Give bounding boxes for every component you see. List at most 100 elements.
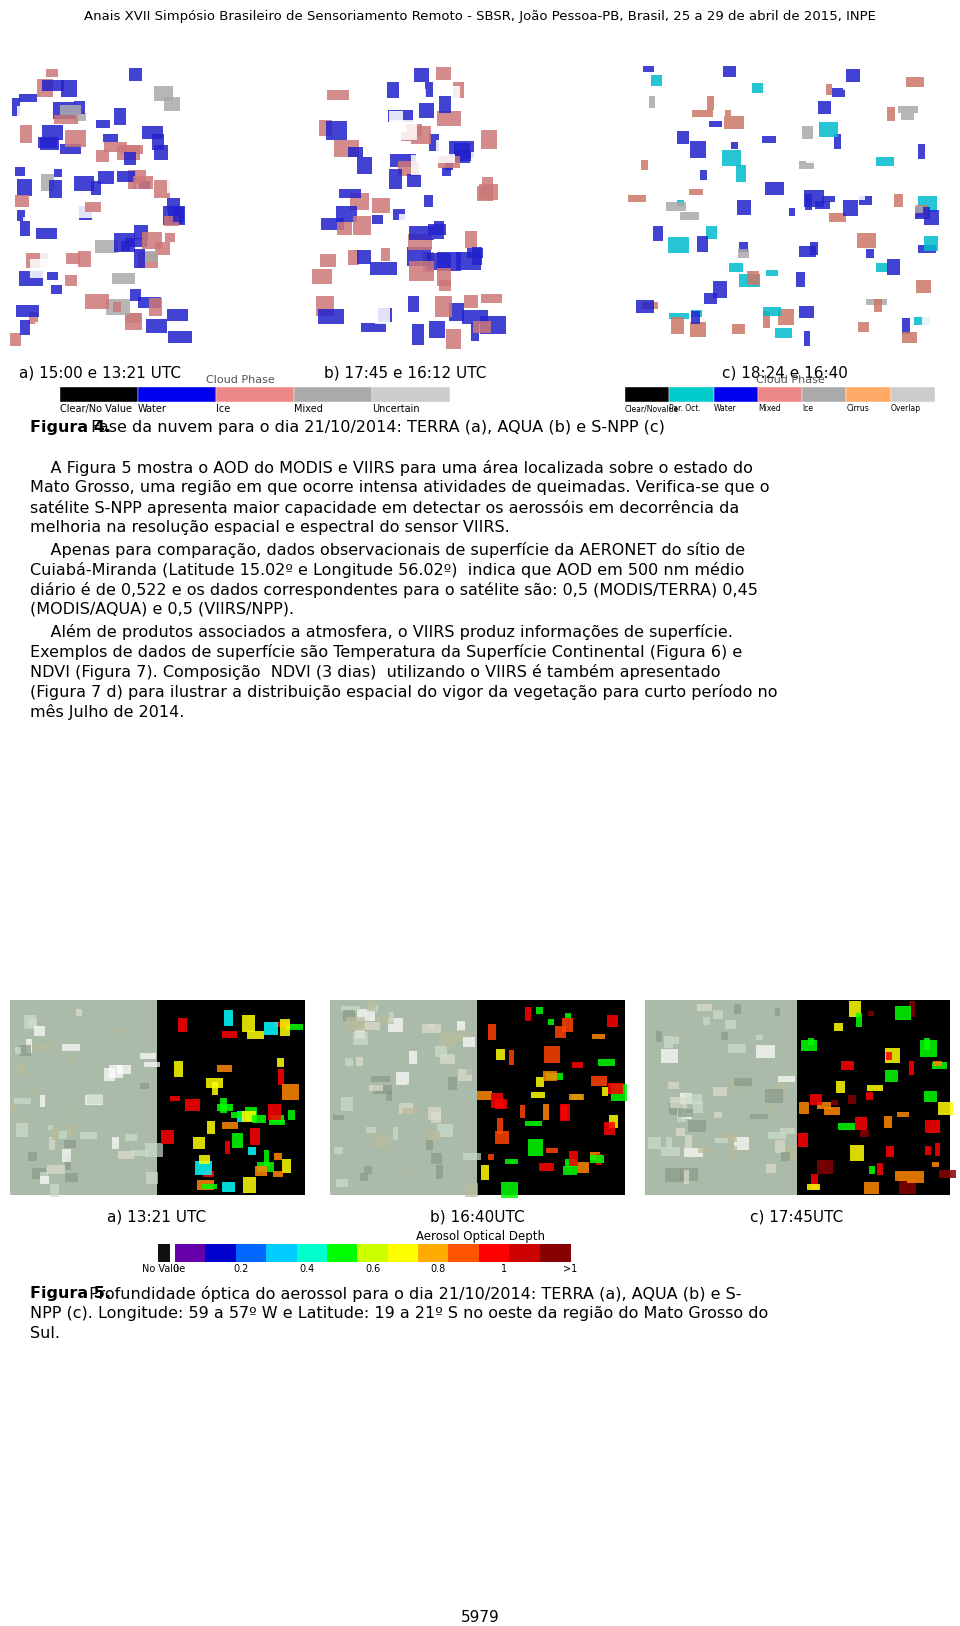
- Bar: [202, 1184, 217, 1189]
- Bar: [539, 1163, 554, 1171]
- Bar: [356, 1057, 363, 1067]
- Bar: [294, 387, 372, 402]
- Bar: [418, 1244, 449, 1262]
- Bar: [341, 1006, 360, 1011]
- Bar: [412, 324, 424, 345]
- Bar: [939, 1171, 956, 1177]
- Bar: [860, 1130, 869, 1137]
- Bar: [722, 150, 741, 166]
- Bar: [168, 211, 183, 224]
- Text: Ice: Ice: [216, 403, 230, 415]
- Bar: [509, 1050, 514, 1065]
- Bar: [40, 1176, 49, 1184]
- Bar: [453, 81, 464, 98]
- Text: 5979: 5979: [461, 1610, 499, 1624]
- Bar: [435, 296, 452, 317]
- Bar: [96, 150, 109, 163]
- Bar: [669, 387, 713, 402]
- Bar: [26, 1039, 32, 1054]
- Bar: [454, 150, 471, 161]
- Bar: [154, 86, 173, 101]
- Bar: [76, 1010, 82, 1016]
- Bar: [343, 1010, 355, 1021]
- Bar: [591, 1076, 607, 1086]
- Bar: [336, 1179, 348, 1187]
- Bar: [731, 141, 738, 150]
- Bar: [26, 254, 48, 268]
- Bar: [778, 309, 794, 325]
- Bar: [477, 1091, 492, 1101]
- Bar: [692, 111, 713, 117]
- Bar: [684, 1171, 689, 1184]
- Bar: [35, 1132, 48, 1140]
- Bar: [832, 88, 845, 98]
- Bar: [885, 1070, 898, 1081]
- Bar: [737, 200, 751, 215]
- Bar: [458, 1068, 472, 1081]
- Bar: [607, 1015, 618, 1028]
- Bar: [525, 1120, 542, 1125]
- Text: Sul.: Sul.: [30, 1325, 60, 1341]
- Text: c) 17:45UTC: c) 17:45UTC: [751, 1210, 844, 1224]
- Bar: [65, 130, 86, 146]
- Bar: [721, 1133, 737, 1141]
- Bar: [536, 1006, 543, 1015]
- Bar: [471, 324, 479, 341]
- Bar: [24, 1015, 36, 1029]
- Bar: [47, 1164, 65, 1174]
- Bar: [831, 1101, 838, 1106]
- Bar: [907, 1171, 924, 1184]
- Bar: [886, 1146, 894, 1158]
- Bar: [46, 68, 58, 76]
- Bar: [345, 1059, 353, 1067]
- Bar: [739, 242, 748, 252]
- Text: 0.6: 0.6: [365, 1263, 380, 1275]
- Bar: [20, 125, 32, 143]
- Bar: [212, 1081, 218, 1094]
- Bar: [375, 307, 390, 324]
- Bar: [114, 107, 126, 125]
- Bar: [389, 169, 402, 189]
- Bar: [33, 1044, 51, 1050]
- Bar: [724, 115, 744, 128]
- Bar: [266, 1244, 298, 1262]
- Bar: [381, 249, 390, 262]
- Bar: [471, 98, 496, 107]
- Bar: [409, 1050, 417, 1063]
- Text: a) 15:00 e 13:21 UTC: a) 15:00 e 13:21 UTC: [19, 364, 181, 380]
- Bar: [697, 1003, 712, 1011]
- Bar: [334, 140, 359, 158]
- Bar: [884, 1115, 892, 1128]
- Bar: [804, 332, 810, 346]
- Bar: [217, 1065, 232, 1072]
- Bar: [426, 1140, 433, 1150]
- Bar: [388, 1244, 420, 1262]
- Bar: [74, 101, 85, 114]
- Text: diário é de 0,522 e os dados correspondentes para o satélite são: 0,5 (MODIS/TER: diário é de 0,522 e os dados corresponde…: [30, 582, 757, 598]
- Bar: [82, 68, 104, 83]
- Bar: [422, 1024, 441, 1033]
- Bar: [441, 163, 458, 176]
- Bar: [174, 1062, 183, 1076]
- Bar: [372, 198, 390, 213]
- Bar: [134, 249, 145, 268]
- Bar: [367, 1002, 376, 1011]
- Bar: [245, 1107, 257, 1120]
- Text: No Value: No Value: [142, 1263, 185, 1275]
- Bar: [445, 161, 453, 171]
- Bar: [377, 1016, 394, 1024]
- Bar: [29, 312, 38, 324]
- Bar: [17, 210, 25, 221]
- Bar: [924, 1037, 930, 1050]
- Bar: [801, 1041, 817, 1050]
- Bar: [408, 234, 432, 250]
- Bar: [268, 1104, 281, 1120]
- Bar: [121, 145, 143, 154]
- Text: Par. Oct.: Par. Oct.: [669, 403, 701, 413]
- Bar: [608, 1083, 623, 1094]
- Bar: [734, 1003, 741, 1015]
- Bar: [438, 156, 460, 167]
- Bar: [602, 1088, 608, 1096]
- Bar: [164, 98, 180, 111]
- Bar: [59, 1132, 67, 1138]
